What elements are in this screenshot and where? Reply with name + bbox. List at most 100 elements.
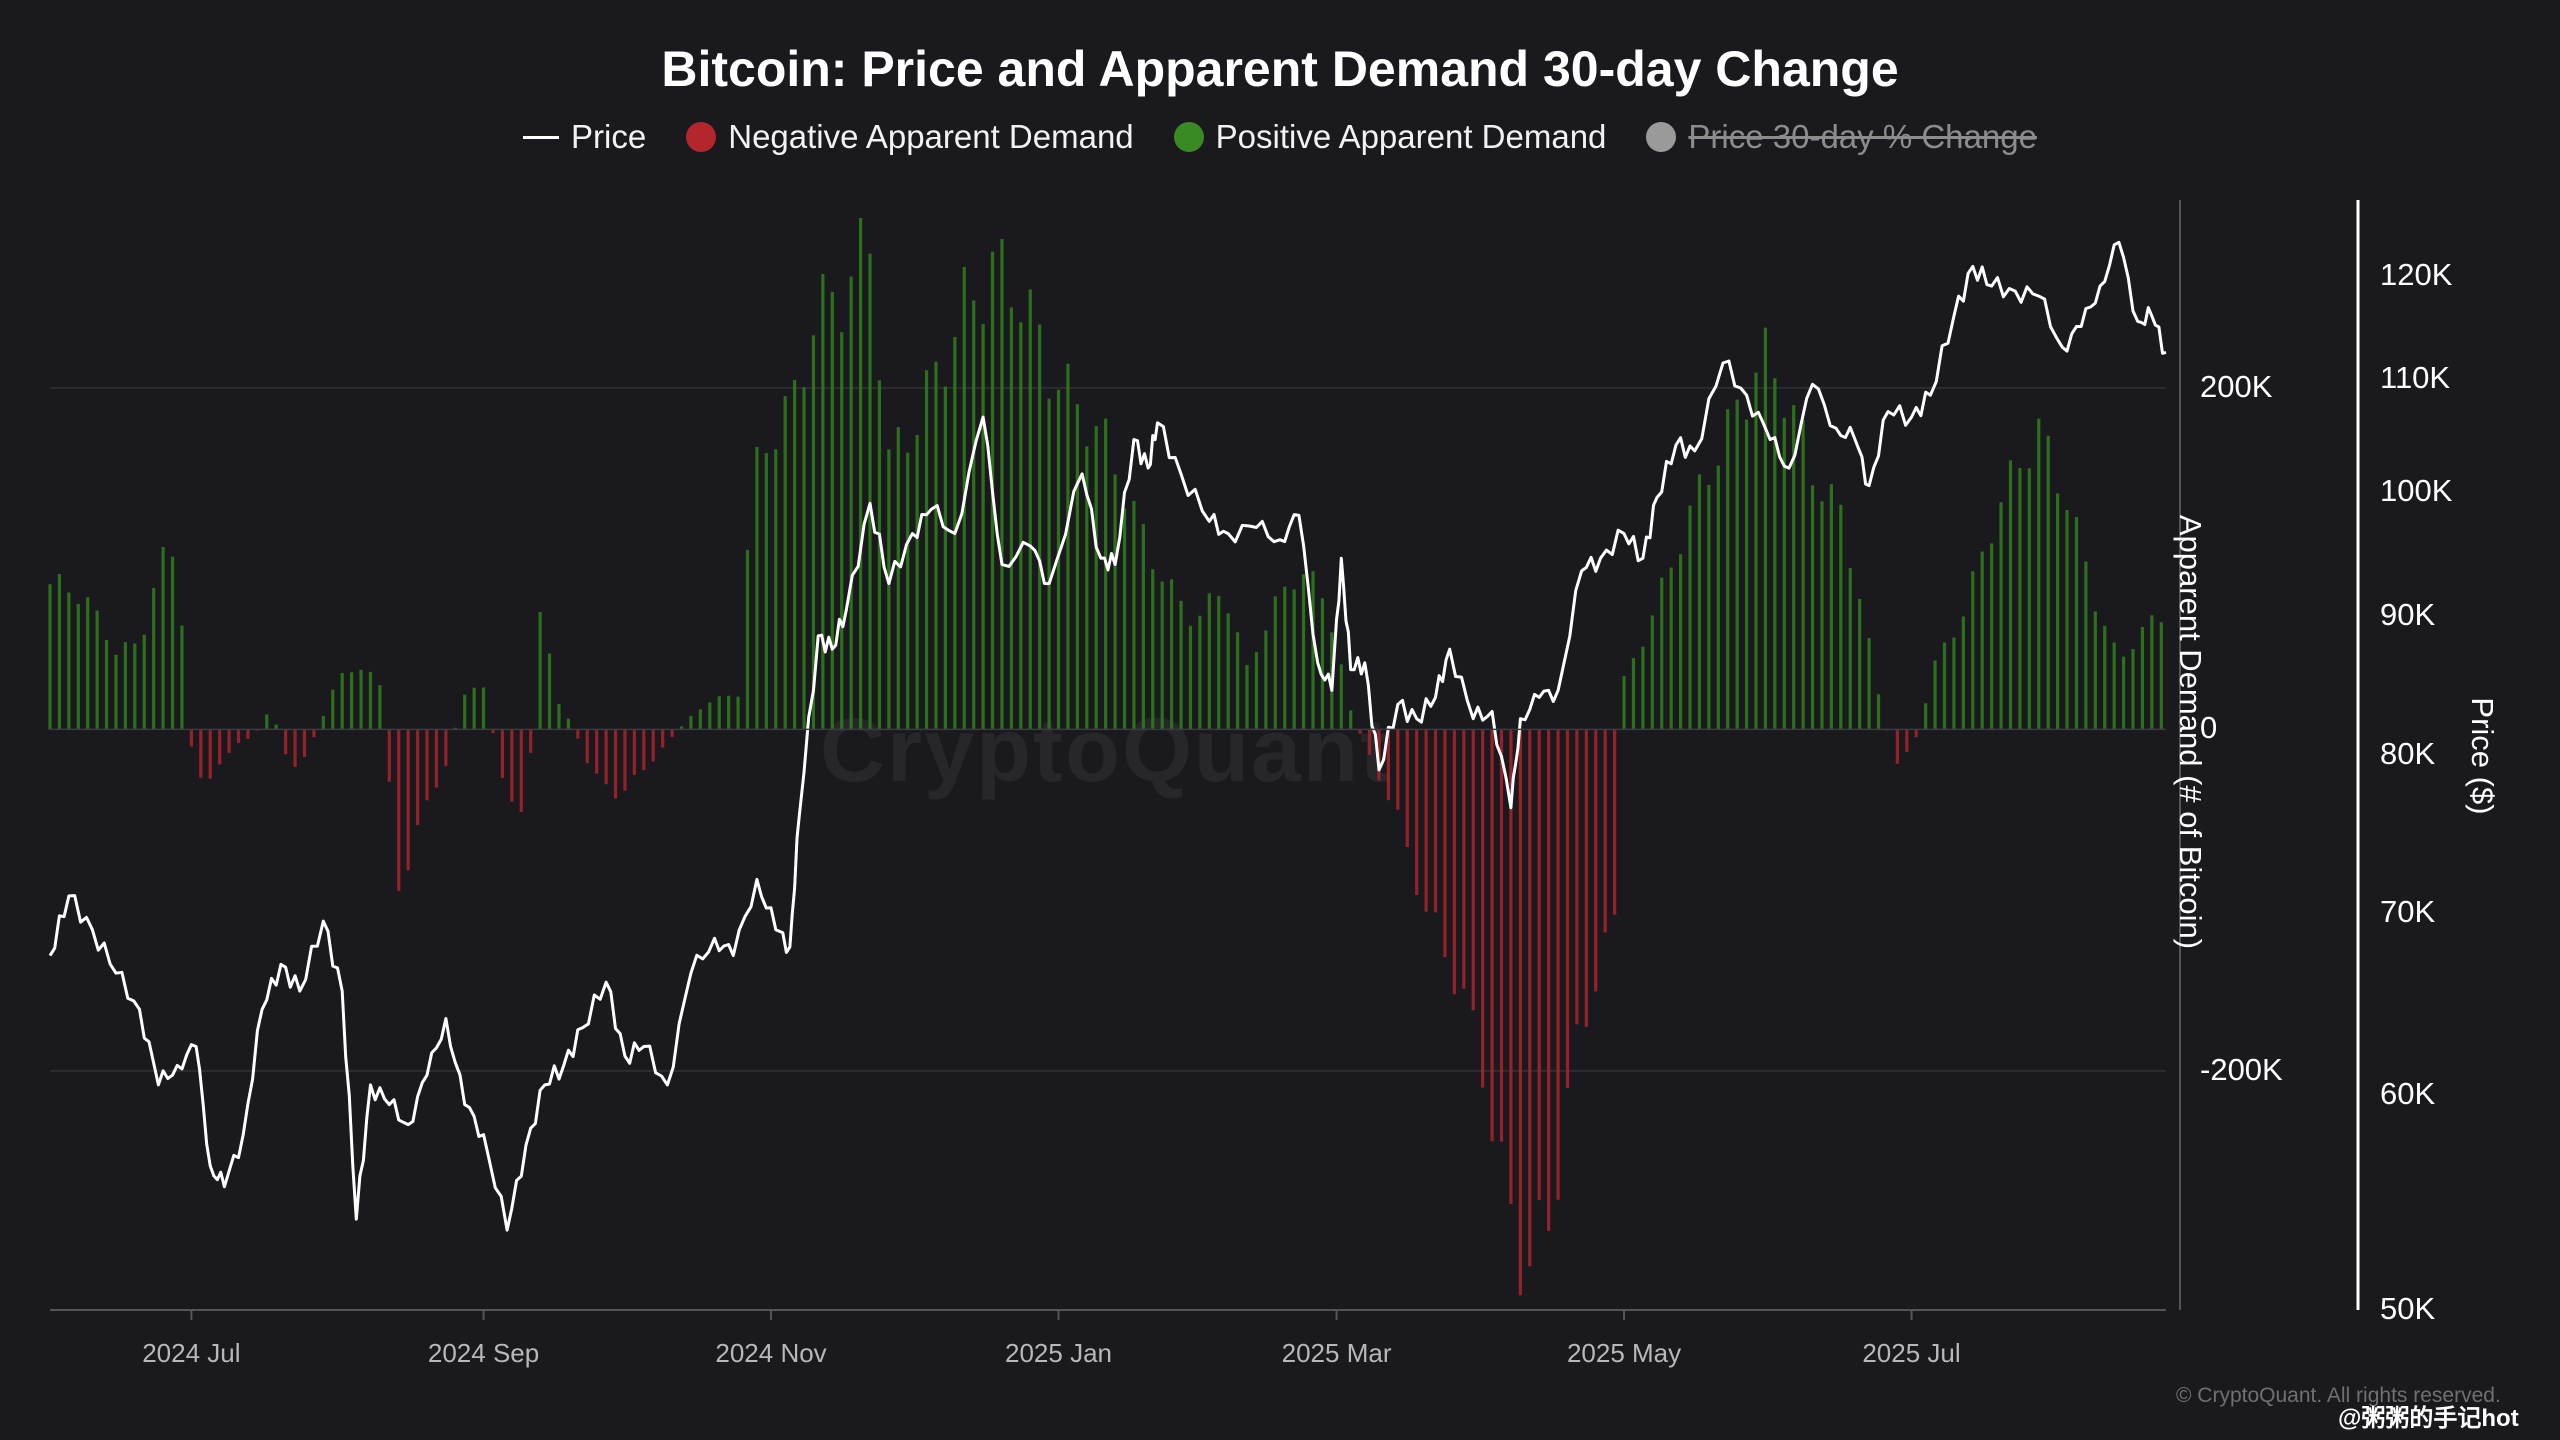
positive-demand-bar [1999,502,2003,730]
positive-demand-bar [170,556,175,730]
positive-demand-bar [1283,586,1287,730]
negative-demand-bar [236,729,241,743]
negative-demand-bar [302,729,307,757]
negative-demand-bar [293,729,297,767]
positive-demand-bar [1801,420,1805,730]
negative-demand-bar [1914,729,1918,738]
x-tick-label: 2024 Nov [715,1338,827,1368]
positive-demand-bar [2074,516,2079,730]
positive-demand-bar [1990,543,1994,730]
positive-demand-bar [1301,574,1306,730]
positive-demand-bar [1188,625,1193,730]
positive-demand-bar [1716,465,1720,730]
positive-demand-bar [463,694,467,730]
negative-demand-bar [670,729,674,738]
positive-demand-bar [350,672,354,730]
positive-demand-bar [2037,418,2041,730]
positive-demand-bar [1839,504,1843,730]
positive-demand-bar [1207,593,1211,730]
positive-demand-bar [566,718,570,730]
positive-demand-bar [1198,615,1202,730]
positive-demand-bar [95,610,99,730]
positive-demand-bar [2093,611,2097,730]
copyright-text: © CryptoQuant. All rights reserved. [2176,1384,2501,1407]
positive-demand-bar [152,587,156,730]
positive-demand-bar [858,218,863,730]
negative-demand-bar [425,729,429,801]
positive-demand-bar [1933,660,1937,730]
negative-demand-bar [1433,729,1438,913]
positive-demand-bar [1631,658,1636,730]
y-left-axis-title: Apparent Demand (# of Bitcoin) [2173,514,2208,950]
positive-demand-bar [538,612,542,730]
positive-demand-bar [981,324,985,730]
legend-item-positive-demand[interactable]: Positive Apparent Demand [1173,118,1607,156]
positive-demand-bar [76,603,80,730]
y-left-tick-label: 0 [2200,710,2218,746]
negative-demand-swatch [686,122,717,152]
positive-demand-bar [321,715,325,730]
positive-demand-bar [1009,307,1013,730]
legend-label-price: Price [571,118,647,155]
positive-demand-bar [1735,399,1739,730]
positive-demand-bar [1810,485,1815,730]
negative-demand-bar [613,729,618,799]
price-change-swatch [1646,122,1677,152]
positive-demand-bar [1349,710,1353,730]
grid-lines [50,386,2166,1072]
positive-demand-bar [340,673,344,730]
positive-demand-bar [745,549,750,730]
negative-demand-bar [1415,729,1419,895]
positive-demand-bar [1876,694,1881,730]
negative-demand-bar [1490,729,1494,1142]
legend-label-price-change: Price 30-day % Change [1688,118,2037,155]
negative-demand-bar [1452,729,1456,995]
x-tick-label: 2025 Jan [1005,1338,1112,1368]
positive-demand-bar [1678,554,1683,730]
positive-demand-bar [1961,616,1965,730]
positive-demand-bar [802,387,806,730]
legend-item-price[interactable]: Price [523,118,646,156]
positive-demand-bar [1707,484,1711,730]
negative-demand-bar [1509,729,1513,1204]
positive-demand-bar [811,335,816,730]
positive-demand-bar [840,332,844,730]
negative-demand-bar [1471,729,1475,1011]
positive-demand-bar [114,654,118,730]
positive-demand-bar [1066,363,1070,730]
positive-demand-bar [1726,409,1730,730]
positive-demand-bar [180,625,184,730]
negative-demand-bar [1895,729,1899,764]
negative-demand-bar [585,729,589,764]
demand-bars [48,218,2163,1296]
positive-demand-bar [821,274,825,730]
positive-demand-bar [378,685,382,730]
positive-demand-bar [1320,598,1325,730]
negative-demand-bar [1905,729,1909,752]
price-line-group [48,240,2167,1232]
positive-demand-bar [1019,322,1023,730]
y-right-tick-label: 120K [2380,257,2453,293]
positive-demand-bar [1254,652,1259,730]
positive-demand-bar [1754,372,1758,730]
positive-demand-bar [1744,419,1749,730]
positive-demand-bar [915,435,919,730]
price-line-swatch [523,135,560,139]
x-tick-label: 2024 Jul [142,1338,241,1368]
positive-demand-swatch [1173,122,1204,152]
y-right-tick-label: 90K [2380,596,2436,632]
negative-demand-bar [642,729,646,771]
positive-demand-bar [1094,426,1098,730]
x-tick-label: 2024 Sep [427,1338,540,1368]
legend-item-price-change[interactable]: Price 30-day % Change [1646,118,2037,156]
positive-demand-bar [849,276,853,730]
legend-item-negative-demand[interactable]: Negative Apparent Demand [686,118,1134,156]
positive-demand-bar [2084,561,2088,730]
positive-demand-bar [1858,598,1862,730]
price-line [48,240,2167,1232]
positive-demand-bar [472,687,476,730]
legend-label-positive-demand: Positive Apparent Demand [1215,118,1607,155]
positive-demand-bar [453,727,457,730]
positive-demand-bar [1104,418,1108,730]
negative-demand-bar [1584,729,1588,1027]
